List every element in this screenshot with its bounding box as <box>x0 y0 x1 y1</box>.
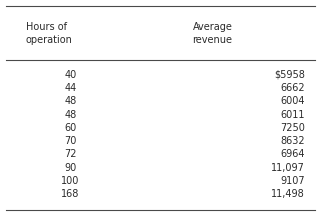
Text: 48: 48 <box>65 96 77 106</box>
Text: 6004: 6004 <box>281 96 305 106</box>
Text: 168: 168 <box>61 189 80 199</box>
Text: 44: 44 <box>65 83 77 93</box>
Text: 11,498: 11,498 <box>271 189 305 199</box>
Text: 90: 90 <box>65 163 77 173</box>
Text: 7250: 7250 <box>280 123 305 133</box>
Text: 6964: 6964 <box>281 149 305 159</box>
Text: 100: 100 <box>61 176 80 186</box>
Text: Average
revenue: Average revenue <box>193 22 233 45</box>
Text: 8632: 8632 <box>280 136 305 146</box>
Text: Hours of
operation: Hours of operation <box>26 22 73 45</box>
Text: 6011: 6011 <box>281 110 305 119</box>
Text: 11,097: 11,097 <box>271 163 305 173</box>
Text: $5958: $5958 <box>274 70 305 80</box>
Text: 48: 48 <box>65 110 77 119</box>
Text: 9107: 9107 <box>280 176 305 186</box>
Text: 72: 72 <box>65 149 77 159</box>
Text: 6662: 6662 <box>280 83 305 93</box>
Text: 70: 70 <box>65 136 77 146</box>
Text: 60: 60 <box>65 123 77 133</box>
Text: 40: 40 <box>65 70 77 80</box>
